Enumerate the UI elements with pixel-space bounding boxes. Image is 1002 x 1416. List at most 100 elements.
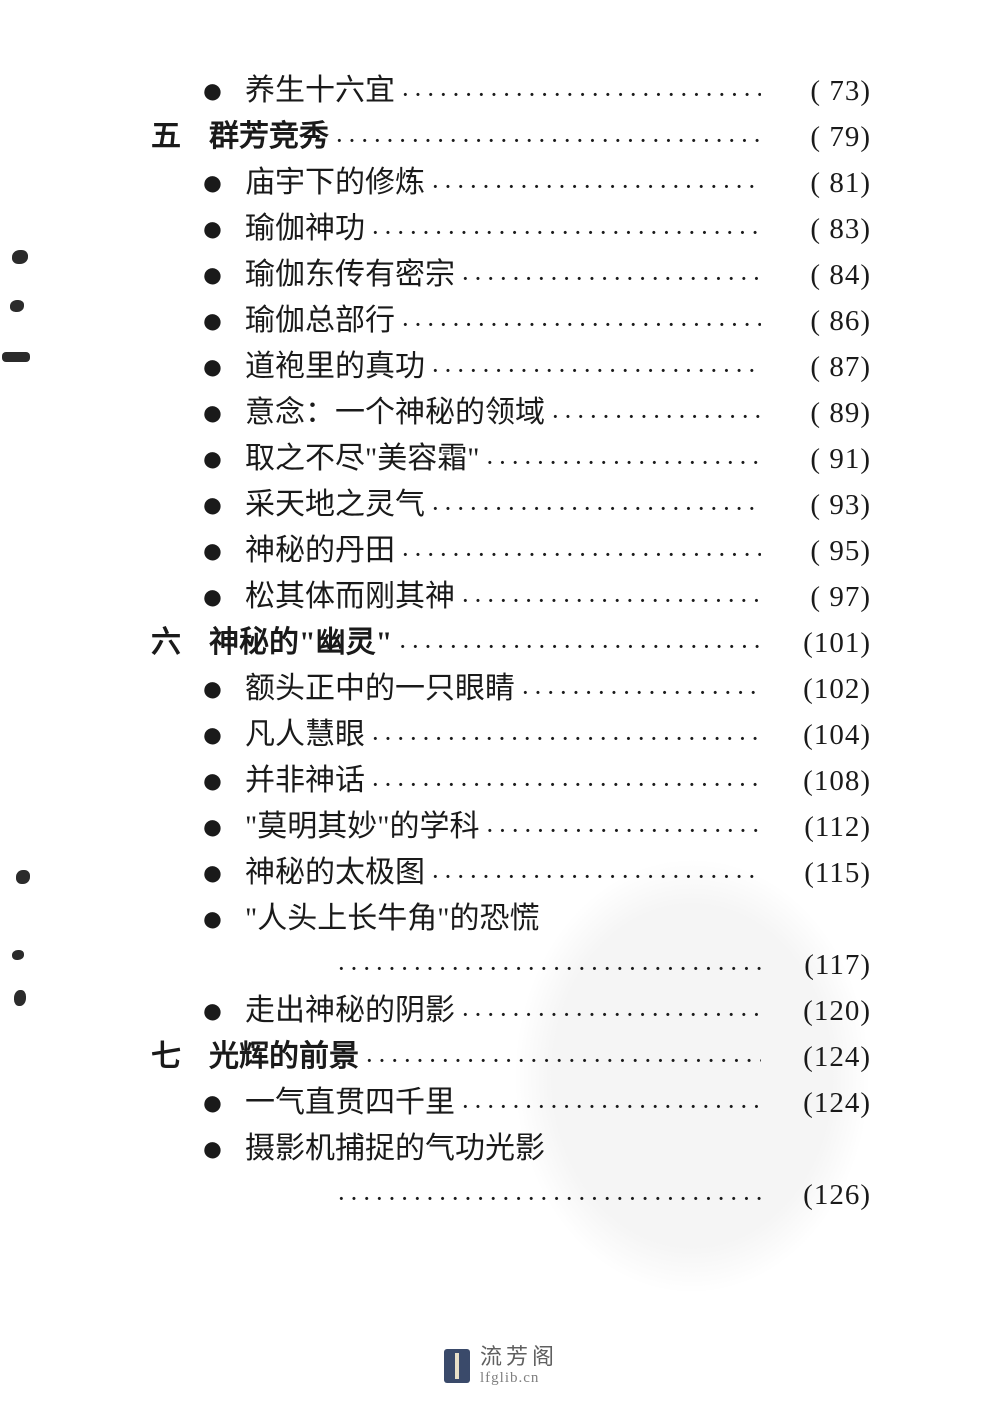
table-of-contents: ●养生十六宜··································… [151,68,871,1218]
page-number: ( 89) [761,390,871,436]
leader-dots: ········································… [365,210,761,256]
toc-chapter: 六神秘的"幽灵"································… [151,620,871,666]
page-number: (117) [761,942,871,988]
scan-artifact [10,300,24,312]
bullet-icon: ● [201,808,245,846]
leader-dots: ········································… [425,348,761,394]
bullet-icon: ● [201,670,245,708]
toc-entry: ●采天地之灵气·································… [151,482,871,528]
toc-entry: ●神秘的太极图·································… [151,850,871,896]
leader-dots: ········································… [365,762,761,808]
page-number: ( 73) [761,68,871,114]
page-number: ( 84) [761,252,871,298]
bullet-icon: ● [201,532,245,570]
leader-dots: ········································… [331,1176,761,1222]
bullet-icon: ● [201,762,245,800]
chapter-title: 光辉的前景 [209,1034,359,1080]
chapter-title: 群芳竞秀 [209,114,329,160]
toc-entry: ●神秘的丹田··································… [151,528,871,574]
chapter-number: 七 [151,1034,209,1080]
bullet-icon: ● [201,394,245,432]
page-number: (115) [761,850,871,896]
leader-dots: ········································… [455,256,761,302]
leader-dots: ········································… [515,670,761,716]
entry-title: 神秘的丹田 [245,528,395,574]
toc-entry-continuation: ········································… [151,942,871,988]
bullet-icon: ● [201,210,245,248]
footer-watermark: 流芳阁 lfglib.cn [0,1345,1002,1386]
leader-dots: ········································… [545,394,761,440]
toc-entry: ●松其体而刚其神································… [151,574,871,620]
page-number: (108) [761,758,871,804]
entry-title: 额头正中的一只眼睛 [245,666,515,712]
page-number: ( 95) [761,528,871,574]
leader-dots: ········································… [455,992,761,1038]
entry-title: 瑜伽神功 [245,206,365,252]
toc-entry: ●取之不尽"美容霜"······························… [151,436,871,482]
toc-chapter: 七光辉的前景··································… [151,1034,871,1080]
page-number: (124) [761,1034,871,1080]
page: ●养生十六宜··································… [0,0,1002,1416]
entry-title: "莫明其妙"的学科 [245,804,480,850]
entry-title: 并非神话 [245,758,365,804]
entry-title: "人头上长牛角"的恐慌 [245,896,540,942]
bullet-icon: ● [201,1084,245,1122]
footer-cn: 流芳阁 [480,1345,558,1369]
leader-dots: ········································… [425,164,761,210]
page-number: ( 97) [761,574,871,620]
entry-title: 松其体而刚其神 [245,574,455,620]
entry-title: 神秘的太极图 [245,850,425,896]
page-number: ( 81) [761,160,871,206]
toc-entry: ●庙宇下的修炼·································… [151,160,871,206]
toc-entry: ●瑜伽总部行··································… [151,298,871,344]
page-number: (126) [761,1172,871,1218]
entry-title: 瑜伽总部行 [245,298,395,344]
bullet-icon: ● [201,72,245,110]
page-number: ( 91) [761,436,871,482]
entry-title: 瑜伽东传有密宗 [245,252,455,298]
bullet-icon: ● [201,302,245,340]
entry-title: 庙宇下的修炼 [245,160,425,206]
page-number: ( 86) [761,298,871,344]
bullet-icon: ● [201,854,245,892]
chapter-number: 六 [151,620,209,666]
toc-entry: ●意念：一个神秘的领域·····························… [151,390,871,436]
page-number: (120) [761,988,871,1034]
toc-entry: ●瑜伽东传有密宗································… [151,252,871,298]
leader-dots: ········································… [329,118,761,164]
page-number: ( 79) [761,114,871,160]
leader-dots: ········································… [359,1038,761,1084]
leader-dots: ········································… [425,854,761,900]
scan-artifact [2,352,30,362]
entry-title: 摄影机捕捉的气功光影 [245,1126,545,1172]
leader-dots: ········································… [425,486,761,532]
entry-title: 凡人慧眼 [245,712,365,758]
toc-entry: ●走出神秘的阴影································… [151,988,871,1034]
bullet-icon: ● [201,440,245,478]
page-number: (112) [761,804,871,850]
leader-dots: ········································… [395,532,761,578]
page-number: (101) [761,620,871,666]
scan-artifact [16,870,30,884]
page-number: ( 87) [761,344,871,390]
leader-dots: ········································… [480,440,762,486]
leader-dots: ········································… [365,716,761,762]
page-number: (104) [761,712,871,758]
bullet-icon: ● [201,992,245,1030]
leader-dots: ········································… [480,808,762,854]
entry-title: 一气直贯四千里 [245,1080,455,1126]
bullet-icon: ● [201,900,245,938]
bullet-icon: ● [201,348,245,386]
page-number: ( 83) [761,206,871,252]
leader-dots: ········································… [455,1084,761,1130]
page-number: (102) [761,666,871,712]
toc-entry: ●瑜伽神功···································… [151,206,871,252]
toc-entry: ●摄影机捕捉的气功光影 [151,1126,871,1172]
footer-en: lfglib.cn [480,1370,558,1387]
entry-title: 走出神秘的阴影 [245,988,455,1034]
entry-title: 养生十六宜 [245,68,395,114]
toc-entry: ●一气直贯四千里································… [151,1080,871,1126]
page-number: (124) [761,1080,871,1126]
page-number: ( 93) [761,482,871,528]
toc-entry: ●并非神话···································… [151,758,871,804]
